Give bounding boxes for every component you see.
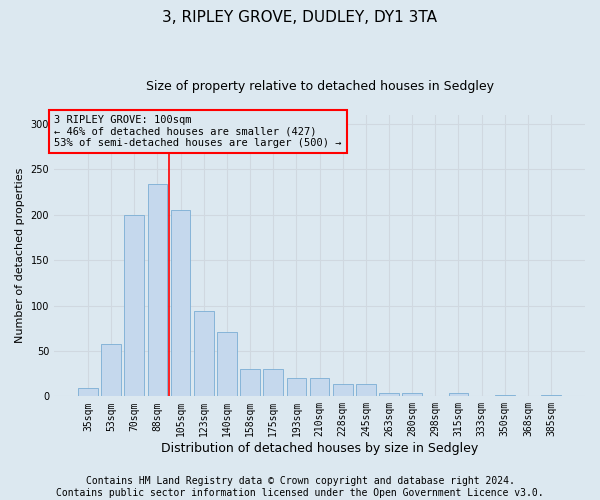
Bar (310, 378, 329, 396)
Title: Size of property relative to detached houses in Sedgley: Size of property relative to detached ho… (146, 80, 494, 93)
Y-axis label: Number of detached properties: Number of detached properties (15, 168, 25, 344)
Bar (449, 392, 468, 396)
Bar (356, 384, 376, 396)
Bar (171, 210, 190, 396)
Bar (78, 388, 98, 396)
Bar (240, 369, 260, 396)
Text: Contains HM Land Registry data © Crown copyright and database right 2024.
Contai: Contains HM Land Registry data © Crown c… (56, 476, 544, 498)
Bar (333, 384, 353, 396)
X-axis label: Distribution of detached houses by size in Sedgley: Distribution of detached houses by size … (161, 442, 478, 455)
Bar (101, 344, 121, 396)
Bar (287, 378, 306, 396)
Bar (263, 369, 283, 396)
Text: 3, RIPLEY GROVE, DUDLEY, DY1 3TA: 3, RIPLEY GROVE, DUDLEY, DY1 3TA (163, 10, 437, 25)
Bar (124, 215, 144, 396)
Bar (217, 332, 237, 396)
Text: 3 RIPLEY GROVE: 100sqm
← 46% of detached houses are smaller (427)
53% of semi-de: 3 RIPLEY GROVE: 100sqm ← 46% of detached… (54, 115, 341, 148)
Bar (379, 392, 399, 396)
Bar (148, 184, 167, 396)
Bar (541, 394, 561, 396)
Bar (194, 311, 214, 396)
Bar (495, 394, 515, 396)
Bar (402, 392, 422, 396)
